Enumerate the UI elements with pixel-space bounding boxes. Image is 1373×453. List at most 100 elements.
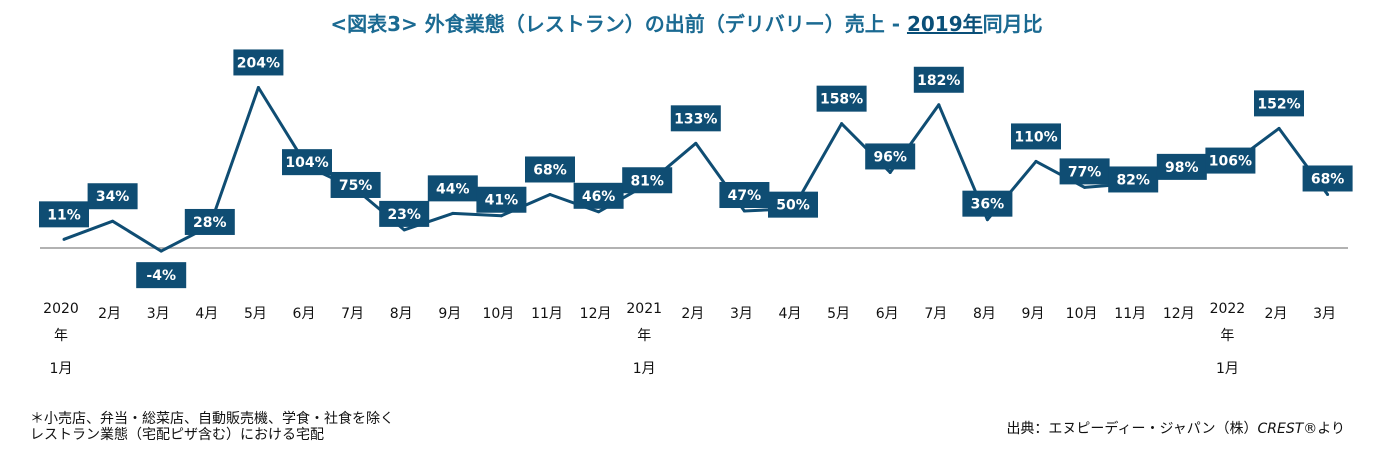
source-brand: CREST® — [1257, 421, 1318, 437]
data-label: 11% — [39, 201, 89, 228]
data-label-box — [1059, 158, 1110, 185]
data-label: 68% — [1302, 165, 1353, 192]
data-label-text: 34% — [96, 189, 130, 205]
data-point — [1326, 192, 1330, 196]
data-point — [742, 209, 746, 213]
data-label-box — [768, 191, 818, 218]
source-note: 出典：エヌピーディー・ジャパン（株）CREST®より — [1006, 421, 1345, 437]
x-tick-label: 7月 — [341, 306, 364, 322]
x-tick-label: 6月 — [876, 306, 899, 322]
data-label: 41% — [476, 186, 527, 213]
x-tick-label: 2月 — [1265, 306, 1288, 322]
x-tick-label: 3月 — [730, 306, 753, 322]
data-label: 68% — [525, 156, 575, 183]
data-label: 44% — [427, 175, 478, 202]
data-label: 50% — [768, 191, 818, 218]
data-label-text: 182% — [917, 73, 960, 89]
source-suffix: より — [1317, 421, 1345, 437]
data-label-box — [865, 143, 916, 170]
data-label-box — [330, 171, 381, 198]
data-label: 23% — [379, 200, 430, 227]
x-tick-label: 1月 — [1216, 361, 1239, 377]
data-label-box — [136, 262, 187, 289]
x-tick-label: 1月 — [50, 361, 73, 377]
data-label-text: 96% — [873, 149, 907, 165]
data-label: 77% — [1059, 158, 1110, 185]
data-label: 81% — [622, 167, 673, 194]
data-point — [548, 192, 552, 196]
data-label-box — [622, 167, 673, 194]
x-tick-label: 5月 — [827, 306, 850, 322]
x-tick-label: 2月 — [98, 306, 121, 322]
data-point — [888, 170, 892, 174]
data-point — [985, 218, 989, 222]
data-label-text: -4% — [146, 268, 176, 284]
x-tick-label: 年 — [1220, 328, 1234, 344]
data-label-text: 158% — [820, 92, 863, 108]
data-label-box — [1254, 90, 1304, 117]
x-tick-label: 年 — [637, 328, 651, 344]
x-tick-label: 7月 — [924, 306, 947, 322]
data-label: 158% — [816, 85, 867, 112]
x-tick-label: 2022 — [1210, 301, 1246, 317]
data-label-box — [476, 186, 527, 213]
data-label-box — [1302, 165, 1353, 192]
data-label-box — [573, 182, 624, 209]
x-tick-label: 4月 — [195, 306, 218, 322]
data-label: 46% — [573, 182, 624, 209]
x-tick-label: 2021 — [626, 301, 662, 317]
data-point — [1083, 185, 1087, 189]
data-label-text: 106% — [1209, 154, 1252, 170]
data-label-box — [913, 66, 964, 93]
data-point — [1277, 126, 1281, 130]
data-label-box — [87, 183, 138, 210]
data-point — [256, 85, 260, 89]
data-label-text: 98% — [1165, 160, 1199, 176]
data-label: 98% — [1156, 153, 1207, 180]
data-label: 28% — [184, 208, 235, 235]
x-tick-label: 9月 — [438, 306, 461, 322]
data-point — [499, 214, 503, 218]
data-label: 133% — [670, 105, 721, 132]
data-label-box — [670, 105, 721, 132]
data-label-box — [39, 201, 89, 228]
data-label-text: 50% — [776, 198, 810, 214]
data-label: 182% — [913, 66, 964, 93]
data-label: 96% — [865, 143, 916, 170]
x-tick-label: 10月 — [482, 306, 514, 322]
data-point — [451, 211, 455, 215]
data-label: -4% — [136, 262, 187, 289]
x-tick-label: 10月 — [1066, 306, 1098, 322]
data-point — [159, 249, 163, 253]
x-tick-label: 5月 — [244, 306, 267, 322]
data-label-text: 36% — [971, 197, 1005, 213]
data-label-text: 75% — [339, 178, 373, 194]
x-tick-label: 3月 — [147, 306, 170, 322]
data-label: 36% — [962, 190, 1013, 217]
data-label-text: 204% — [237, 55, 280, 71]
data-label-text: 68% — [533, 162, 567, 178]
data-label-text: 81% — [630, 173, 664, 189]
data-label-box — [233, 49, 284, 76]
data-label-text: 23% — [387, 207, 421, 223]
data-point — [597, 210, 601, 214]
data-label: 82% — [1108, 166, 1159, 193]
footnote-line-2: レストラン業態（宅配ピザ含む）における宅配 — [30, 427, 324, 443]
data-label-box — [184, 208, 235, 235]
data-label-text: 44% — [436, 181, 470, 197]
chart-title-suffix: 同月比 — [982, 12, 1043, 36]
data-label-box — [427, 175, 478, 202]
data-point — [1034, 159, 1038, 163]
data-label-text: 28% — [193, 215, 227, 231]
x-tick-label: 3月 — [1313, 306, 1336, 322]
data-label: 34% — [87, 183, 138, 210]
data-point — [694, 141, 698, 145]
data-label-box — [1156, 153, 1207, 180]
data-point — [111, 219, 115, 223]
x-tick-label: 11月 — [1114, 306, 1146, 322]
x-tick-label: 12月 — [1163, 306, 1195, 322]
data-label-box — [816, 85, 867, 112]
data-label-box — [1011, 123, 1061, 150]
data-label-box — [719, 182, 770, 209]
x-tick-label: 2020 — [43, 301, 79, 317]
